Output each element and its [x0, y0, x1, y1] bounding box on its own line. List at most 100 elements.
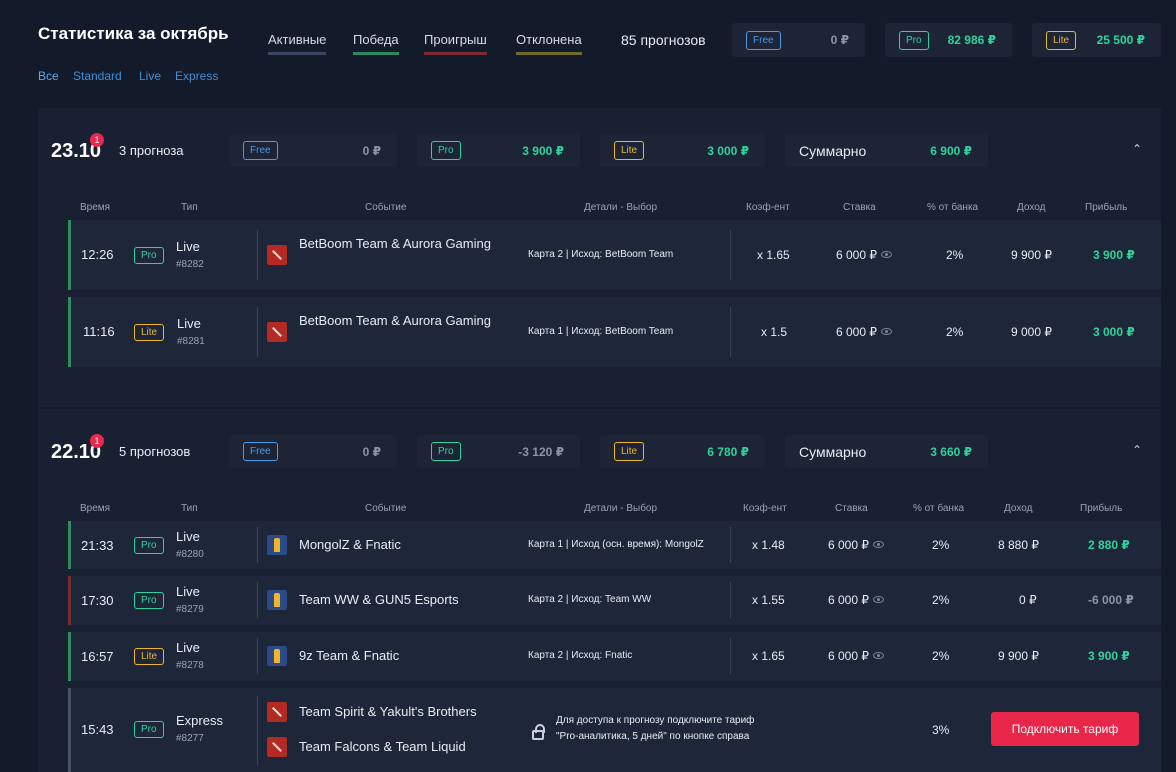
col-bank: % от банка — [913, 503, 965, 514]
row-event-2: Team Falcons & Team Liquid — [299, 739, 466, 754]
row-tariff-badge: Pro — [134, 247, 164, 264]
tariff-badge-pro: Pro — [899, 30, 929, 50]
dota2-icon — [267, 322, 287, 342]
subtab-standard[interactable]: Standard — [73, 69, 122, 83]
table-row[interactable]: 17:30 Pro Live #8279 Team WW & GUN5 Espo… — [68, 576, 1161, 625]
day-date: 23.10 — [51, 140, 102, 162]
row-id: #8282 — [176, 259, 204, 270]
row-profit: 3 900 ₽ — [1093, 248, 1135, 262]
table-row[interactable]: 12:26 Pro Live #8282 BetBoom Team & Auro… — [68, 220, 1161, 290]
row-id: #8281 — [177, 336, 205, 347]
cs2-icon — [267, 646, 287, 666]
row-details: Карта 2 | Исход: BetBoom Team — [528, 249, 674, 260]
col-details: Детали - Выбор — [584, 503, 658, 514]
dota2-icon — [267, 737, 287, 757]
day-total-card: Суммарно 3 660 ₽ — [785, 435, 988, 468]
subtab-express[interactable]: Express — [175, 69, 219, 83]
tariff-value-free: 0 ₽ — [830, 33, 849, 47]
eye-icon[interactable] — [873, 541, 884, 548]
day-pro-value: -3 120 ₽ — [518, 444, 564, 459]
col-time: Время — [80, 202, 111, 213]
filter-loss[interactable]: Проигрыш — [424, 32, 487, 55]
dota2-icon — [267, 702, 287, 722]
table-row[interactable]: 21:33 Pro Live #8280 MongolZ & Fnatic Ка… — [68, 521, 1161, 569]
table-row-locked[interactable]: 15:43 Pro Express #8277 Team Spirit & Ya… — [68, 688, 1161, 772]
row-tariff-badge: Pro — [134, 721, 164, 738]
row-profit: 2 880 ₽ — [1088, 538, 1130, 552]
tariff-badge-lite: Lite — [614, 442, 645, 461]
eye-icon[interactable] — [881, 251, 892, 258]
lock-icon — [532, 724, 545, 740]
row-bank: 2% — [932, 593, 950, 607]
col-bank: % от банка — [927, 202, 979, 213]
day-total-card: Суммарно 6 900 ₽ — [785, 134, 988, 167]
filter-rejected[interactable]: Отклонена — [516, 32, 582, 55]
day-total-value: 6 900 ₽ — [930, 143, 972, 158]
col-stake: Ставка — [843, 202, 876, 213]
row-profit: 3 900 ₽ — [1088, 649, 1130, 663]
forecast-count: 85 прогнозов — [621, 32, 706, 48]
eye-icon[interactable] — [873, 596, 884, 603]
day-count: 5 прогнозов — [119, 444, 191, 459]
page-title: Статистика за октябрь — [38, 24, 229, 43]
filter-win[interactable]: Победа — [353, 32, 399, 55]
row-event: BetBoom Team & Aurora Gaming — [299, 236, 491, 251]
table-row[interactable]: 16:57 Lite Live #8278 9z Team & Fnatic К… — [68, 632, 1161, 681]
row-time: 16:57 — [81, 649, 114, 664]
row-stake: 6 000 ₽ — [836, 325, 877, 339]
eye-icon[interactable] — [873, 652, 884, 659]
row-type: Live — [176, 640, 200, 655]
tariff-badge-lite: Lite — [1046, 30, 1077, 50]
tariff-lite-card: Lite 25 500 ₽ — [1032, 23, 1161, 57]
day-lite-card: Lite 6 780 ₽ — [600, 435, 765, 468]
col-details: Детали - Выбор — [584, 202, 658, 213]
day-count: 3 прогноза — [119, 143, 184, 158]
row-stake: 6 000 ₽ — [828, 593, 869, 607]
row-id: #8279 — [176, 604, 204, 615]
row-event: MongolZ & Fnatic — [299, 537, 401, 552]
notification-badge: 1 — [90, 133, 104, 147]
row-details: Карта 2 | Исход: Team WW — [528, 594, 652, 605]
filter-active[interactable]: Активные — [268, 32, 327, 55]
day-free-card: Free 0 ₽ — [229, 134, 397, 167]
row-id: #8278 — [176, 660, 204, 671]
day-free-value: 0 ₽ — [362, 444, 381, 459]
row-bank: 2% — [946, 325, 964, 339]
col-coef: Коэф-ент — [746, 202, 790, 213]
day-free-value: 0 ₽ — [362, 143, 381, 158]
table-row[interactable]: 11:16 Lite Live #8281 BetBoom Team & Aur… — [68, 297, 1161, 367]
day-total-value: 3 660 ₽ — [930, 444, 972, 459]
chevron-up-icon[interactable]: ⌃ — [1132, 443, 1143, 457]
row-time: 15:43 — [81, 722, 114, 737]
dota2-icon — [267, 245, 287, 265]
notification-badge: 1 — [90, 434, 104, 448]
row-type: Live — [176, 239, 200, 254]
eye-icon[interactable] — [881, 328, 892, 335]
tariff-value-pro: 82 986 ₽ — [947, 33, 996, 47]
tariff-badge-pro: Pro — [431, 141, 461, 160]
row-coef: x 1.55 — [752, 593, 785, 607]
row-event: BetBoom Team & Aurora Gaming — [299, 313, 491, 328]
row-id: #8277 — [176, 733, 204, 744]
row-tariff-badge: Pro — [134, 537, 164, 554]
day-total-label: Суммарно — [799, 443, 867, 460]
day-lite-value: 3 000 ₽ — [707, 143, 749, 158]
subtab-all[interactable]: Все — [38, 69, 59, 83]
row-details: Карта 1 | Исход (осн. время): MongolZ — [528, 539, 704, 550]
row-time: 21:33 — [81, 538, 114, 553]
row-time: 17:30 — [81, 593, 114, 608]
row-bank: 2% — [932, 538, 950, 552]
row-event: 9z Team & Fnatic — [299, 648, 400, 663]
cs2-icon — [267, 535, 287, 555]
day-lite-card: Lite 3 000 ₽ — [600, 134, 765, 167]
row-type: Live — [177, 316, 201, 331]
tariff-badge-pro: Pro — [431, 442, 461, 461]
col-profit: Прибыль — [1080, 503, 1123, 514]
row-tariff-badge: Lite — [134, 648, 165, 665]
col-profit: Прибыль — [1085, 202, 1128, 213]
subtab-live[interactable]: Live — [139, 69, 162, 83]
chevron-up-icon[interactable]: ⌃ — [1132, 142, 1143, 156]
tariff-free-card: Free 0 ₽ — [732, 23, 865, 57]
row-details: Карта 2 | Исход: Fnatic — [528, 650, 633, 661]
subscribe-button[interactable]: Подключить тариф — [991, 712, 1139, 746]
